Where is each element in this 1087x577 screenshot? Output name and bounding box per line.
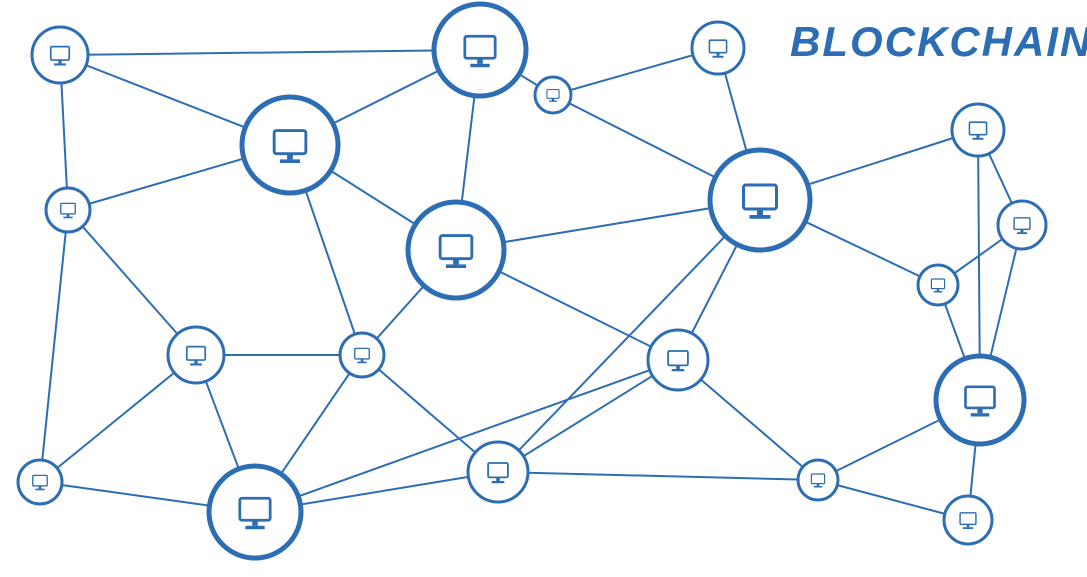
page-title: BLOCKCHAIN xyxy=(790,18,1087,66)
network-node xyxy=(18,460,62,504)
edge xyxy=(40,355,196,482)
network-node xyxy=(710,150,810,250)
network-node xyxy=(434,4,526,96)
network-node xyxy=(944,496,992,544)
network-diagram xyxy=(0,0,1087,577)
edges-group xyxy=(40,48,1022,520)
network-node xyxy=(998,201,1046,249)
network-node xyxy=(32,27,88,83)
network-node xyxy=(408,202,504,298)
network-node xyxy=(209,466,301,558)
network-node xyxy=(952,104,1004,156)
network-node xyxy=(918,265,958,305)
network-node xyxy=(798,460,838,500)
network-node xyxy=(340,333,384,377)
nodes-group xyxy=(18,4,1046,558)
edge xyxy=(498,200,760,472)
network-node xyxy=(692,22,744,74)
edge xyxy=(40,210,68,482)
network-node xyxy=(936,356,1024,444)
edge xyxy=(255,360,678,512)
network-node xyxy=(648,330,708,390)
network-node xyxy=(46,188,90,232)
edge xyxy=(498,472,818,480)
network-node xyxy=(242,97,338,193)
network-node xyxy=(468,442,528,502)
network-node xyxy=(535,77,571,113)
network-node xyxy=(168,327,224,383)
edge xyxy=(60,50,480,55)
